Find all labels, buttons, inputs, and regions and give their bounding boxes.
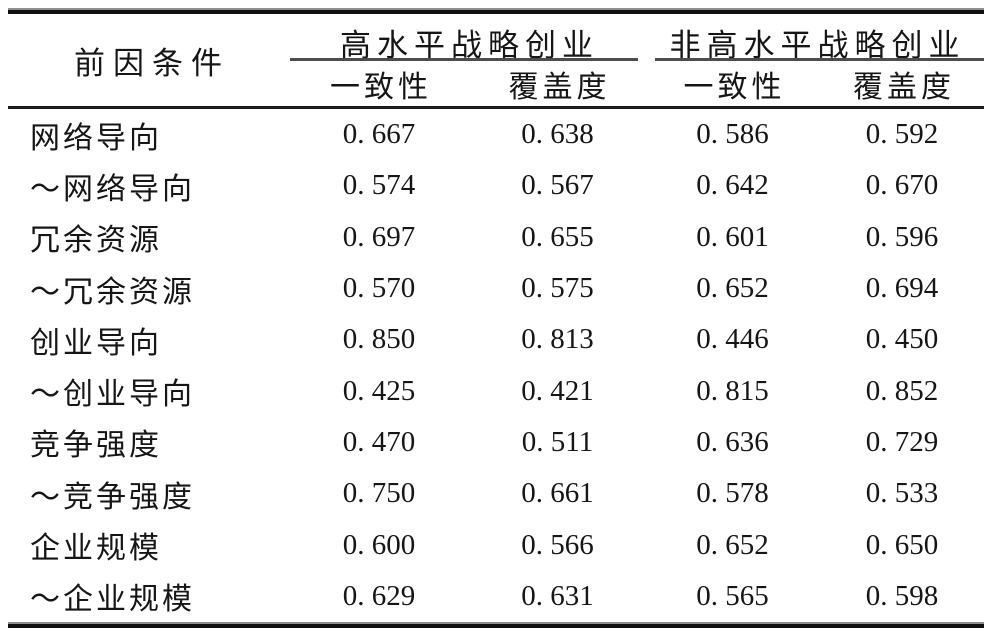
value-cell: 0. 638 xyxy=(521,118,594,151)
value-cell: 0. 450 xyxy=(865,323,939,356)
value-cell: 0. 565 xyxy=(696,579,769,612)
condition-label: 创业导向 xyxy=(30,326,162,360)
value-cell: 0. 601 xyxy=(696,220,769,253)
condition-label: 竞争强度 xyxy=(30,429,162,463)
value-cell: 0. 446 xyxy=(696,323,769,356)
value-cell: 0. 598 xyxy=(865,579,939,612)
value-cell: 0. 470 xyxy=(342,425,416,458)
value-cell: 0. 642 xyxy=(696,169,769,202)
table-top-rule xyxy=(8,8,984,14)
value-cell: 0. 850 xyxy=(342,323,416,356)
condition-label: ～创业导向 xyxy=(30,378,195,412)
value-cell: 0. 425 xyxy=(342,374,416,407)
value-cell: 0. 652 xyxy=(696,528,769,561)
col-group-non-high-level: 非高水平战略创业 xyxy=(669,28,966,63)
value-cell: 0. 631 xyxy=(521,579,594,612)
table-row: 企业规模 0. 600 0. 566 0. 652 0. 650 xyxy=(8,519,984,570)
table-row: ～企业规模 0. 629 0. 631 0. 565 0. 598 xyxy=(8,571,984,622)
value-cell: 0. 652 xyxy=(696,272,769,305)
value-cell: 0. 694 xyxy=(865,272,939,305)
value-cell: 0. 578 xyxy=(696,477,769,510)
table-body: 网络导向 0. 667 0. 638 0. 586 0. 592 ～网络导向 0. 574 0… xyxy=(8,109,984,622)
table-row: 竞争强度 0. 470 0. 511 0. 636 0. 729 xyxy=(8,417,984,468)
value-cell: 0. 729 xyxy=(865,425,939,458)
table-row: 创业导向 0. 850 0. 813 0. 446 0. 450 xyxy=(8,314,984,365)
value-cell: 0. 670 xyxy=(865,169,939,202)
table-row: 网络导向 0. 667 0. 638 0. 586 0. 592 xyxy=(8,109,984,160)
value-cell: 0. 586 xyxy=(696,118,769,151)
value-cell: 0. 533 xyxy=(865,477,939,510)
value-cell: 0. 815 xyxy=(696,374,769,407)
table-row: 冗余资源 0. 697 0. 655 0. 601 0. 596 xyxy=(8,212,984,263)
condition-label: ～企业规模 xyxy=(30,583,195,617)
value-cell: 0. 636 xyxy=(696,425,769,458)
value-cell: 0. 697 xyxy=(342,220,416,253)
group-underline-high-level xyxy=(290,58,638,61)
value-cell: 0. 667 xyxy=(342,118,416,151)
header-divider-rule xyxy=(8,106,984,109)
value-cell: 0. 650 xyxy=(865,528,939,561)
condition-label: ～竞争强度 xyxy=(30,480,195,514)
value-cell: 0. 813 xyxy=(521,323,594,356)
value-cell: 0. 511 xyxy=(521,425,594,458)
subheader-consistency-1: 一致性 xyxy=(330,70,432,104)
subheader-consistency-2: 一致性 xyxy=(683,70,786,104)
value-cell: 0. 421 xyxy=(521,374,594,407)
condition-label: ～网络导向 xyxy=(30,172,195,206)
value-cell: 0. 575 xyxy=(521,272,594,305)
column-group-row: 高水平战略创业 非高水平战略创业 xyxy=(288,14,984,63)
table-bottom-rule xyxy=(8,621,984,628)
value-cell: 0. 852 xyxy=(865,374,939,407)
col-group-high-level: 高水平战略创业 xyxy=(340,28,599,63)
value-cell: 0. 592 xyxy=(865,118,939,151)
condition-label: 企业规模 xyxy=(30,532,162,566)
table-row: ～网络导向 0. 574 0. 567 0. 642 0. 670 xyxy=(8,160,984,211)
value-cell: 0. 566 xyxy=(521,528,594,561)
condition-label: 网络导向 xyxy=(30,121,162,155)
table-row: ～创业导向 0. 425 0. 421 0. 815 0. 852 xyxy=(8,365,984,416)
subheader-coverage-1: 覆盖度 xyxy=(508,70,611,104)
value-cell: 0. 567 xyxy=(521,169,594,202)
condition-label: 冗余资源 xyxy=(30,224,162,258)
subheader-row: 一致性 覆盖度 一致性 覆盖度 xyxy=(288,61,984,106)
necessity-analysis-table: 前因条件 高水平战略创业 非高水平战略创业 一致性 覆盖度 一致性 覆盖度 网络… xyxy=(8,8,984,628)
table-row: ～竞争强度 0. 750 0. 661 0. 578 0. 533 xyxy=(8,468,984,519)
value-cell: 0. 574 xyxy=(342,169,416,202)
value-cell: 0. 629 xyxy=(342,579,416,612)
subheader-coverage-2: 覆盖度 xyxy=(853,70,955,104)
value-cell: 0. 750 xyxy=(342,477,416,510)
row-header-label: 前因条件 xyxy=(74,45,230,81)
table-header: 前因条件 高水平战略创业 非高水平战略创业 一致性 覆盖度 一致性 覆盖度 xyxy=(8,14,984,106)
value-cell: 0. 596 xyxy=(865,220,939,253)
value-cell: 0. 570 xyxy=(342,272,416,305)
value-cell: 0. 661 xyxy=(521,477,594,510)
group-underline-non-high-level xyxy=(655,58,984,61)
value-cell: 0. 600 xyxy=(342,528,416,561)
condition-label: ～冗余资源 xyxy=(30,275,195,309)
value-cell: 0. 655 xyxy=(521,220,594,253)
table-row: ～冗余资源 0. 570 0. 575 0. 652 0. 694 xyxy=(8,263,984,314)
